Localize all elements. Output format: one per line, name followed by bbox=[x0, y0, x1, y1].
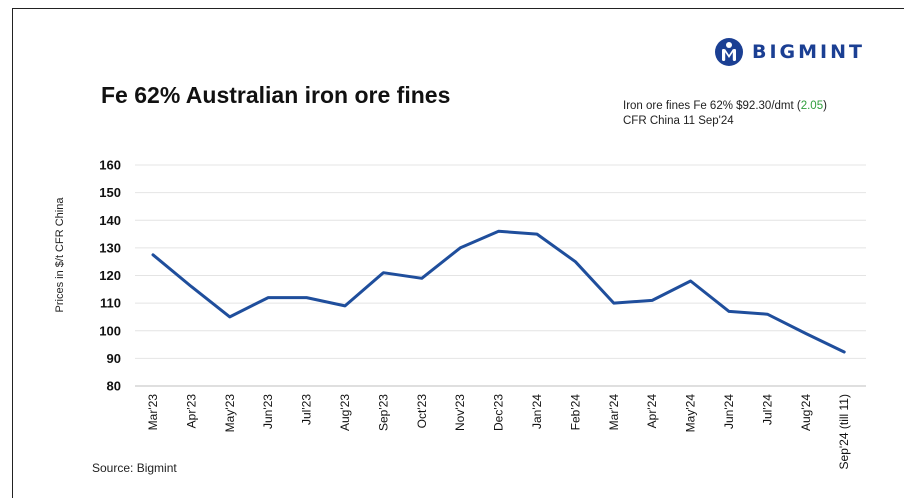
brand-logo: BIGMINT bbox=[714, 37, 865, 67]
chart-frame bbox=[12, 8, 904, 498]
x-tick-label: Aug'24 bbox=[799, 394, 813, 431]
chart-title: Fe 62% Australian iron ore fines bbox=[101, 82, 451, 108]
annotation-price-text: Iron ore fines Fe 62% $92.30/dmt ( bbox=[623, 100, 801, 112]
x-tick-label: Aug'23 bbox=[338, 394, 352, 431]
y-tick-label: 150 bbox=[99, 185, 121, 200]
series-layer bbox=[151, 229, 846, 354]
gridlines bbox=[135, 164, 866, 387]
source-note: Source: Bigmint bbox=[92, 461, 177, 475]
y-tick-label: 160 bbox=[99, 158, 121, 173]
x-tick-label: Apr'24 bbox=[645, 394, 659, 429]
y-axis-ticks: 80 90 100 110 120 130 140 150 160 bbox=[99, 158, 121, 394]
brand-name: BIGMINT bbox=[752, 41, 865, 63]
y-tick-label: 130 bbox=[99, 240, 121, 255]
x-tick-label: Sep'23 bbox=[376, 394, 390, 431]
y-tick-label: 120 bbox=[99, 268, 121, 283]
y-axis-label: Prices in $/t CFR China bbox=[54, 197, 66, 313]
y-tick-label: 140 bbox=[99, 213, 121, 228]
x-tick-label: Jun'23 bbox=[261, 394, 275, 429]
x-tick-label: Jul'24 bbox=[760, 394, 774, 425]
x-tick-label: Apr'23 bbox=[184, 394, 198, 429]
y-tick-label: 80 bbox=[107, 379, 121, 394]
annotation-close-paren: ) bbox=[823, 100, 827, 112]
y-tick-label: 110 bbox=[100, 296, 121, 311]
x-tick-label: Oct'23 bbox=[415, 394, 429, 429]
y-tick-label: 100 bbox=[99, 323, 121, 338]
x-tick-label: Nov'23 bbox=[453, 394, 467, 431]
annotation-change: 2.05 bbox=[800, 100, 824, 112]
x-axis-ticks: Mar'23 Apr'23 May'23 Jun'23 Jul'23 Aug'23 Sep'… bbox=[146, 394, 851, 470]
x-tick-label: Jul'23 bbox=[300, 394, 314, 425]
x-tick-label: Jun'24 bbox=[722, 394, 736, 429]
x-tick-label: Jan'24 bbox=[530, 394, 544, 429]
x-tick-label: Dec'23 bbox=[492, 394, 506, 431]
x-tick-label: Mar'23 bbox=[146, 394, 160, 431]
y-tick-label: 90 bbox=[107, 351, 121, 366]
x-tick-label: Mar'24 bbox=[607, 394, 621, 431]
bigmint-logo-icon bbox=[715, 38, 743, 66]
x-tick-label: May'23 bbox=[223, 394, 237, 433]
x-tick-label: Feb'24 bbox=[568, 394, 582, 431]
series-line bbox=[151, 229, 846, 354]
annotation-line-2: CFR China 11 Sep'24 bbox=[623, 115, 734, 127]
price-annotation: Iron ore fines Fe 62% $92.30/dmt (2.05) … bbox=[623, 99, 827, 129]
x-tick-label: May'24 bbox=[684, 394, 698, 433]
x-tick-label: Sep'24 (till 11) bbox=[837, 394, 851, 469]
annotation-line-1: Iron ore fines Fe 62% $92.30/dmt (2.05) bbox=[623, 99, 827, 114]
